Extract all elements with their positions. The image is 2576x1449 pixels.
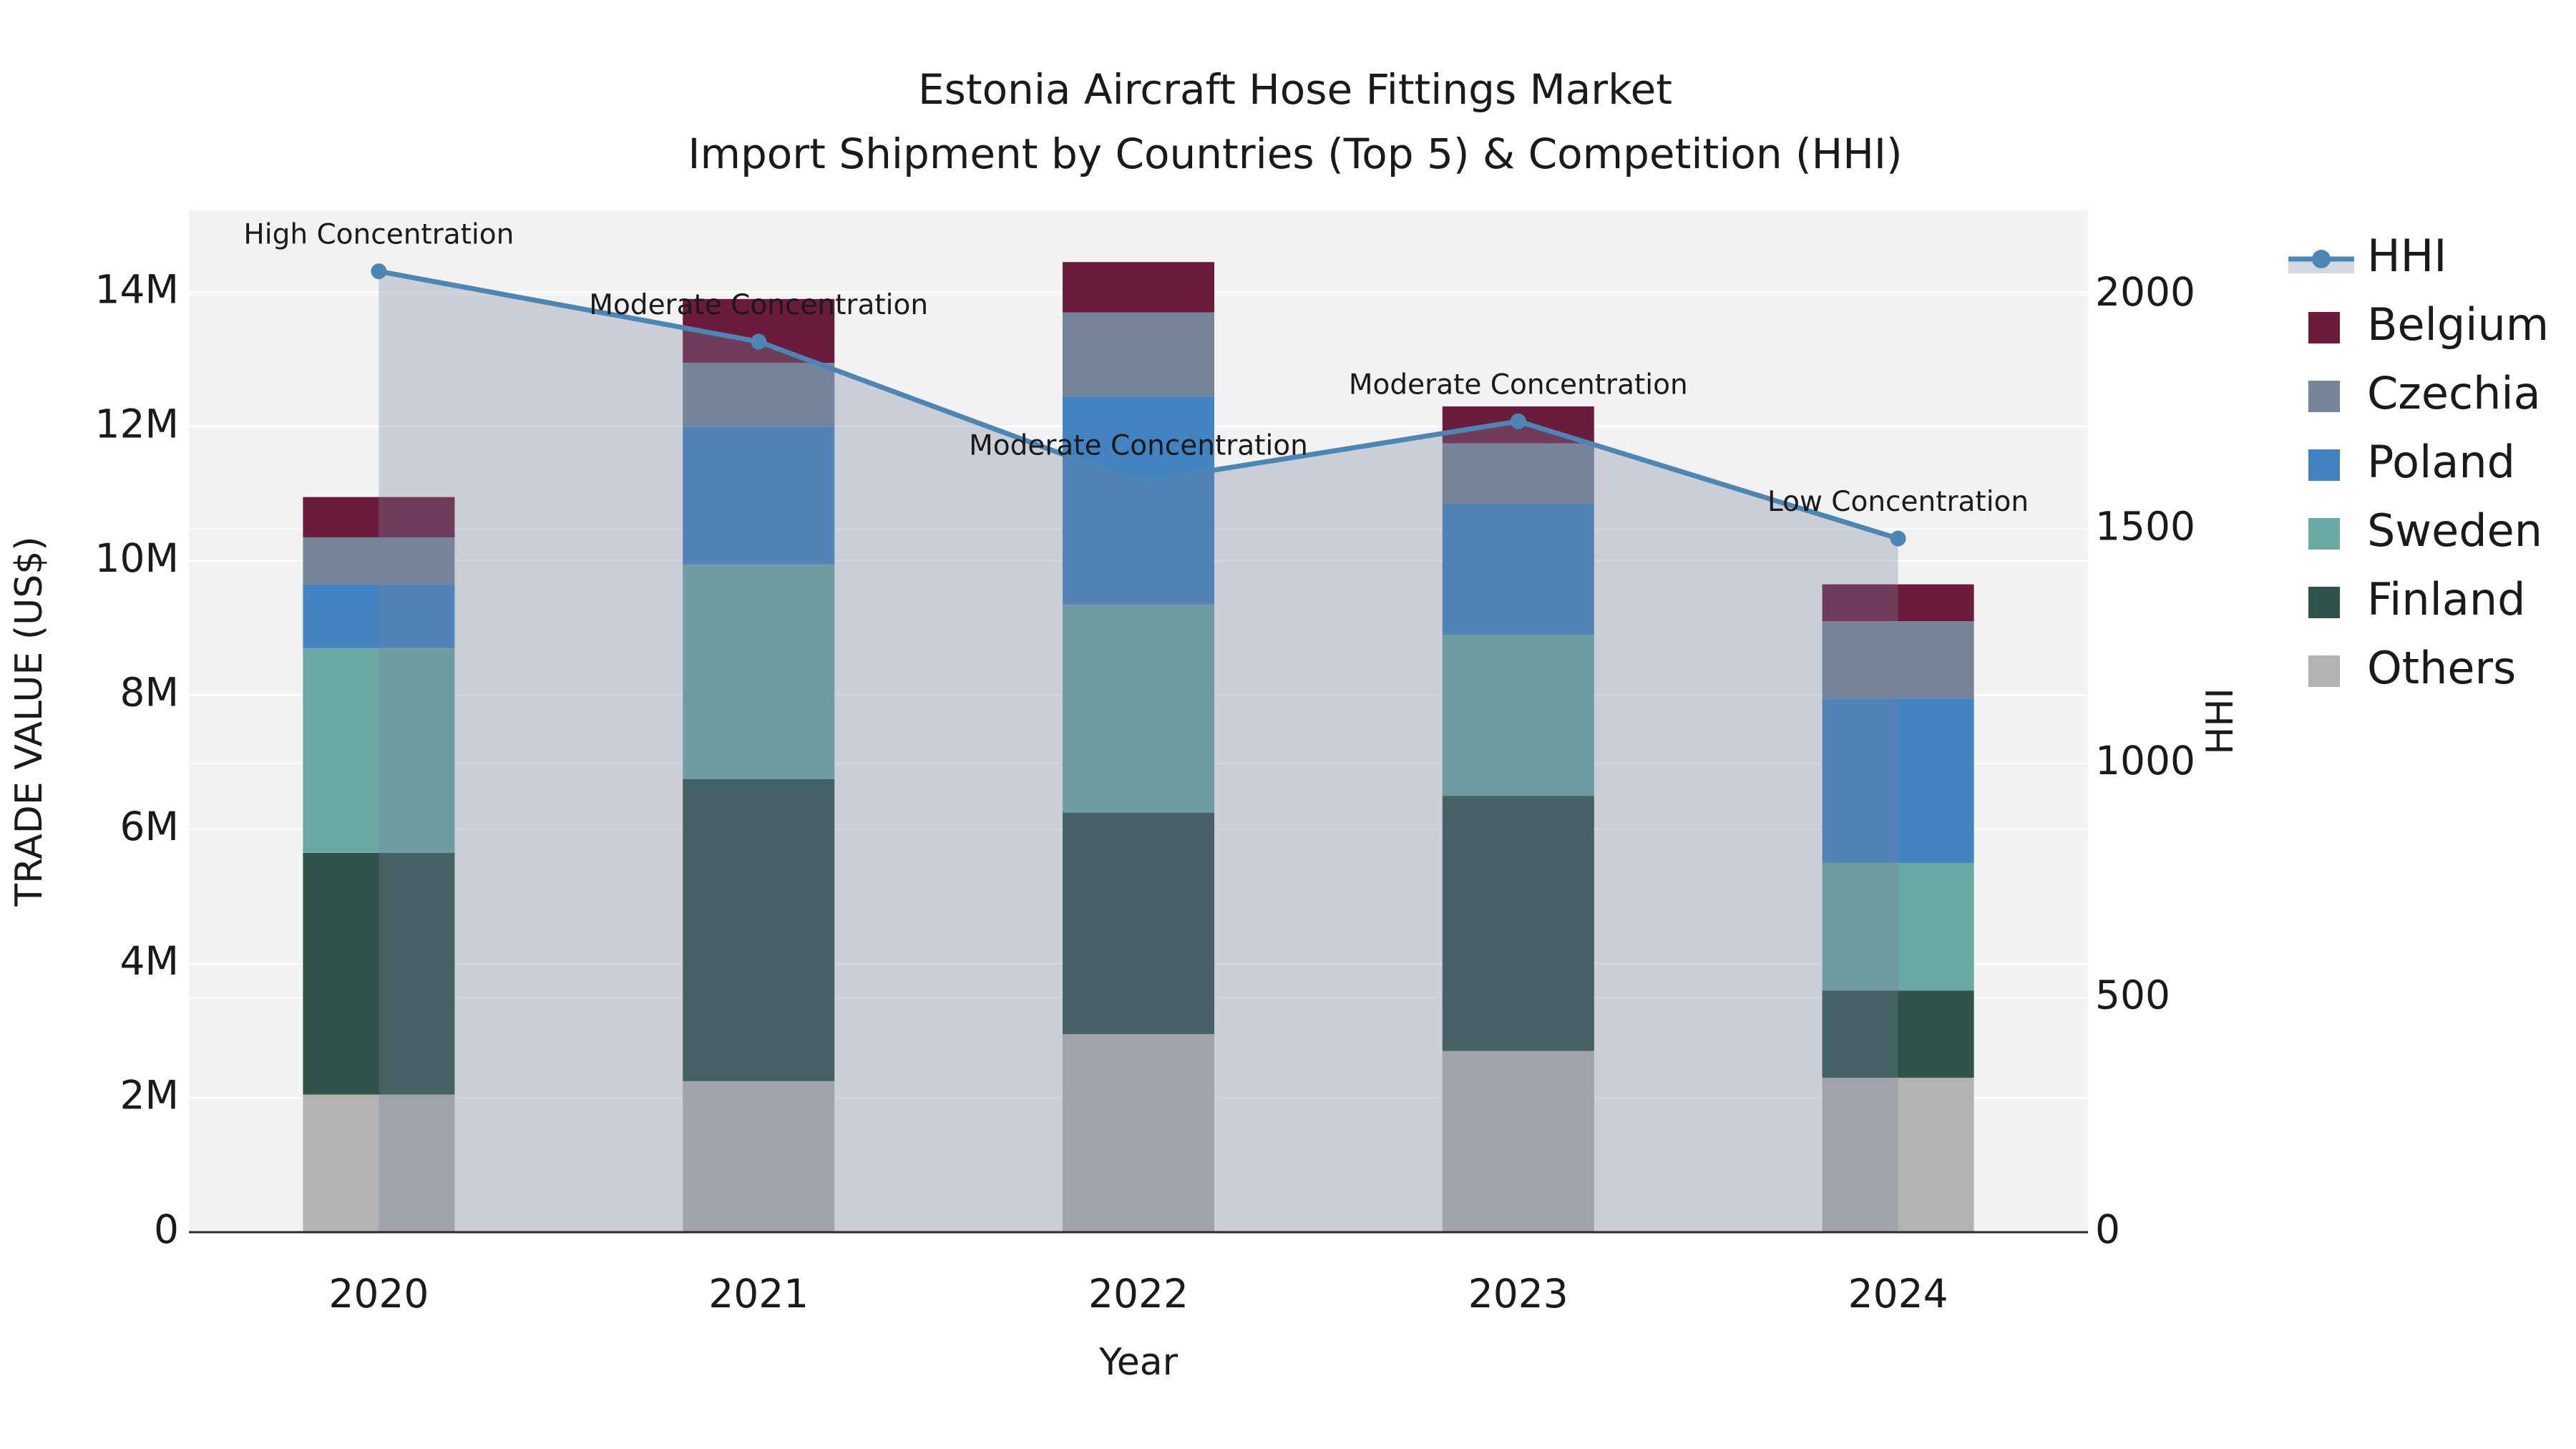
hhi-marker-2021: [751, 333, 767, 350]
bar-segment-sweden-2020: [303, 648, 455, 853]
bar-segment-czechia-2022: [1063, 312, 1214, 396]
hhi-marker-2022: [1131, 474, 1146, 490]
legend-label-others: Others: [2367, 642, 2516, 694]
bar-segment-others-2022: [1063, 1034, 1214, 1232]
y-left-tick-label-2M: 2M: [120, 1072, 179, 1118]
bar-segment-others-2023: [1442, 1050, 1594, 1232]
hhi-area-layer: [379, 271, 1898, 1232]
bar-segment-belgium-2020: [303, 497, 455, 537]
y-right-tick-label-0: 0: [2095, 1206, 2120, 1252]
y-right-tick-label-500: 500: [2095, 972, 2170, 1018]
x-axis-title: Year: [1098, 1341, 1179, 1384]
legend-swatch-finland: [2308, 587, 2340, 618]
legend-item-finland: Finland: [2308, 573, 2526, 625]
legend-label-belgium: Belgium: [2367, 298, 2549, 351]
legend-label-sweden: Sweden: [2367, 504, 2542, 557]
bar-segment-finland-2024: [1822, 990, 1974, 1078]
bar-segment-sweden-2024: [1822, 862, 1974, 991]
legend-swatch-czechia: [2308, 381, 2340, 412]
bar-segment-finland-2022: [1063, 812, 1214, 1035]
hhi-marker-2020: [371, 263, 387, 280]
annotation-2024: Low Concentration: [1767, 486, 2029, 518]
chart-subtitle: Import Shipment by Countries (Top 5) & C…: [688, 130, 1902, 178]
bar-segment-poland-2021: [683, 426, 835, 565]
x-tick-label-2022: 2022: [1088, 1271, 1189, 1317]
annotation-2023: Moderate Concentration: [1349, 369, 1688, 401]
bar-segment-czechia-2024: [1822, 621, 1974, 699]
legend-item-belgium: Belgium: [2308, 298, 2549, 351]
legend-swatch-others: [2308, 655, 2340, 687]
bar-segment-sweden-2022: [1063, 604, 1214, 813]
legend-item-sweden: Sweden: [2308, 504, 2542, 557]
bar-segment-czechia-2021: [683, 362, 835, 427]
bar-segment-poland-2020: [303, 584, 455, 648]
x-tick-label-2021: 2021: [708, 1271, 809, 1317]
bar-segment-belgium-2022: [1063, 262, 1214, 313]
bar-segment-others-2020: [303, 1094, 455, 1232]
bar-segment-czechia-2023: [1442, 443, 1594, 504]
bar-segment-finland-2020: [303, 852, 455, 1095]
annotations: High Concentration Moderate Concentration…: [243, 219, 2029, 518]
hhi-marker-2023: [1510, 413, 1526, 429]
bar-segment-sweden-2023: [1442, 634, 1594, 796]
annotation-2022: Moderate Concentration: [969, 429, 1308, 462]
bar-segment-finland-2021: [683, 779, 835, 1081]
legend-swatch-poland: [2308, 449, 2340, 481]
bar-segment-others-2024: [1822, 1078, 1974, 1232]
y-left-tick-label-14M: 14M: [95, 267, 179, 313]
hhi-marker-2024: [1890, 530, 1906, 547]
bar-segment-czechia-2020: [303, 537, 455, 585]
y-axis-title-left: TRADE VALUE (US$): [8, 536, 51, 907]
legend-swatch-sweden: [2308, 518, 2340, 550]
chart-title: Estonia Aircraft Hose Fittings Market: [918, 65, 1672, 114]
legend-item-czechia: Czechia: [2308, 367, 2541, 419]
y-right-tick-label-2000: 2000: [2095, 269, 2195, 315]
stacked-bars: [303, 262, 1974, 1232]
y-right-tick-labels: 0 500 1000 1500 2000: [2095, 269, 2195, 1252]
x-tick-label-2024: 2024: [1848, 1271, 1948, 1317]
y-right-tick-label-1000: 1000: [2095, 738, 2195, 784]
y-axis-title-right: HHI: [2199, 688, 2242, 755]
legend-label-hhi: HHI: [2367, 230, 2447, 282]
x-tick-labels: 2020 2021 2022 2023 2024: [328, 1271, 1948, 1317]
bar-segment-others-2021: [683, 1080, 835, 1232]
x-tick-label-2023: 2023: [1468, 1271, 1568, 1317]
legend-item-hhi: HHI: [2288, 230, 2447, 282]
y-left-tick-label-0: 0: [154, 1206, 179, 1252]
annotation-2020: High Concentration: [243, 219, 514, 251]
hhi-line-layer: [371, 263, 1906, 547]
bar-segment-finland-2023: [1442, 796, 1594, 1051]
y-left-tick-label-8M: 8M: [120, 670, 179, 716]
y-left-tick-label-6M: 6M: [120, 804, 179, 849]
bar-segment-poland-2023: [1442, 504, 1594, 635]
y-left-tick-label-10M: 10M: [95, 535, 179, 581]
bar-segment-poland-2022: [1063, 396, 1214, 605]
legend: HHI Belgium Czechia Poland Sweden Finland Othe…: [2288, 230, 2549, 694]
legend-label-finland: Finland: [2367, 573, 2526, 625]
y-right-tick-label-1500: 1500: [2095, 504, 2195, 550]
legend-item-others: Others: [2308, 642, 2516, 694]
x-tick-label-2020: 2020: [328, 1271, 429, 1317]
annotation-2021: Moderate Concentration: [589, 289, 928, 321]
bar-segment-belgium-2024: [1822, 584, 1974, 622]
legend-label-poland: Poland: [2367, 436, 2515, 488]
legend-item-poland: Poland: [2308, 436, 2515, 488]
y-left-tick-label-4M: 4M: [120, 938, 179, 984]
hhi-area: [379, 271, 1898, 1232]
bar-segment-poland-2024: [1822, 698, 1974, 863]
legend-hhi-marker: [2312, 250, 2331, 268]
y-left-tick-label-12M: 12M: [95, 401, 179, 447]
legend-label-czechia: Czechia: [2367, 367, 2541, 419]
y-left-tick-labels: 0 2M 4M 6M 8M 10M 12M 14M: [95, 267, 179, 1253]
legend-swatch-belgium: [2308, 312, 2340, 343]
bar-segment-sweden-2021: [683, 564, 835, 779]
